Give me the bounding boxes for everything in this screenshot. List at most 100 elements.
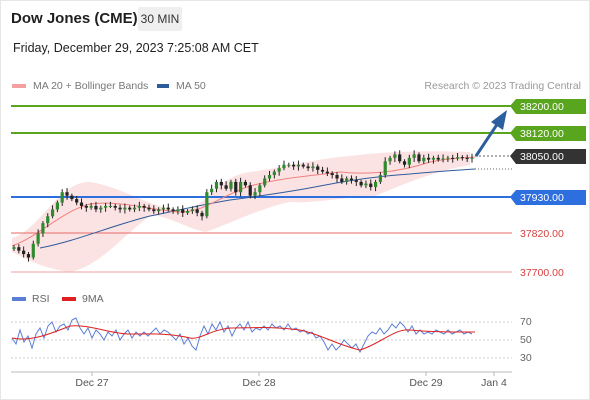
level-label-38120: 38120.00 [510,126,586,141]
candle-body [157,209,161,212]
svg-text:37930.00: 37930.00 [520,192,564,204]
rsi-line [11,317,473,354]
candle-body [152,209,156,212]
candle-body [190,209,194,212]
level-label-38050: 38050.00 [510,149,586,164]
candle-body [17,247,21,251]
ma9-legend-label: 9MA [82,293,104,305]
candle-body [460,157,464,159]
rsi-ma9-line [11,325,476,351]
candle-body [12,247,16,249]
candle-body [176,209,180,212]
level-label-37820: 37820.00 [520,228,564,240]
candle-body [263,178,267,186]
candle-body [123,207,127,210]
candle-body [50,209,55,217]
candle-body [296,164,301,167]
candle-body [325,171,329,174]
candle-body [60,192,64,203]
candle-body [301,164,305,167]
candle-body [359,181,363,186]
candle-body [104,205,108,208]
candle-body [311,166,315,169]
candle-body [354,180,358,182]
candle-body [345,178,349,182]
legend-ma50: MA 50 [157,80,206,92]
candle-body [272,171,276,176]
svg-text:38120.00: 38120.00 [520,128,564,140]
candle-body [84,205,88,208]
candle-body [455,157,460,159]
report-datetime: Friday, December 29, 2023 7:25:08 AM CET [13,41,259,55]
candle-body [229,181,233,189]
candle-body [277,168,281,172]
candle-body [205,192,209,217]
candle-body [378,175,382,182]
candle-body [219,181,223,186]
candle-body [166,207,170,210]
candle-body [132,207,137,210]
candle-body [383,161,387,176]
projection-arrow-icon [474,110,507,157]
candle-body [369,183,373,188]
candle-body [398,154,402,162]
ma20-swatch-icon [12,84,26,88]
level-label-37930: 37930.00 [510,190,586,205]
candle-body [330,173,334,176]
x-label-dec27: Dec 27 [75,377,108,389]
candle-body [224,185,228,189]
candle-body [292,164,296,167]
svg-text:38200.00: 38200.00 [520,101,564,113]
candle-body [75,199,79,203]
candle-body [407,157,411,165]
rsi-legend-label: RSI [32,293,50,305]
candle-body [161,207,166,210]
legend-ma50-label: MA 50 [176,80,206,92]
candle-body [234,181,238,193]
candle-body [320,169,325,172]
candle-body [267,175,272,179]
chart-header: Dow Jones (CME) 30 MIN [0,0,590,36]
ma50-swatch-icon [157,84,169,88]
instrument-title: Dow Jones (CME) [11,10,138,27]
candle-body [137,205,141,208]
candle-body [128,207,132,210]
timeframe-badge[interactable]: 30 MIN [138,7,182,31]
rsi-legend: RSI 9MA [12,293,104,305]
candle-body [465,157,469,159]
candle-body [147,207,151,210]
x-label-dec29: Dec 29 [409,377,442,389]
svg-text:38050.00: 38050.00 [520,151,564,163]
candle-body [31,243,35,258]
candle-body [243,181,248,186]
rsi-swatch-icon [12,297,26,301]
rsi-tick-50: 50 [520,334,532,346]
candle-body [446,157,450,159]
candle-body [349,178,354,181]
candle-body [340,178,344,182]
rsi-tick-70: 70 [520,316,532,328]
candle-body [210,188,214,193]
candle-body [431,157,436,160]
candle-body [253,192,257,196]
candle-body [441,158,445,160]
candle-body [388,157,392,162]
candle-body [55,202,59,210]
candle-body [36,233,40,244]
candle-body [113,205,117,208]
candle-body [200,212,204,217]
candle-body [46,216,50,224]
candle-body [402,161,407,165]
candle-body [373,181,378,188]
level-label-38200: 38200.00 [510,99,586,114]
candle-body [214,181,219,189]
candle-body [70,195,74,200]
candle-body [65,192,69,196]
credit-text: Research © 2023 Trading Central [424,80,581,92]
candle-body [89,205,93,208]
candle-body [335,175,339,179]
candles-group [12,150,474,262]
candle-body [427,157,431,160]
candle-body [316,166,320,170]
candle-body [287,164,291,166]
